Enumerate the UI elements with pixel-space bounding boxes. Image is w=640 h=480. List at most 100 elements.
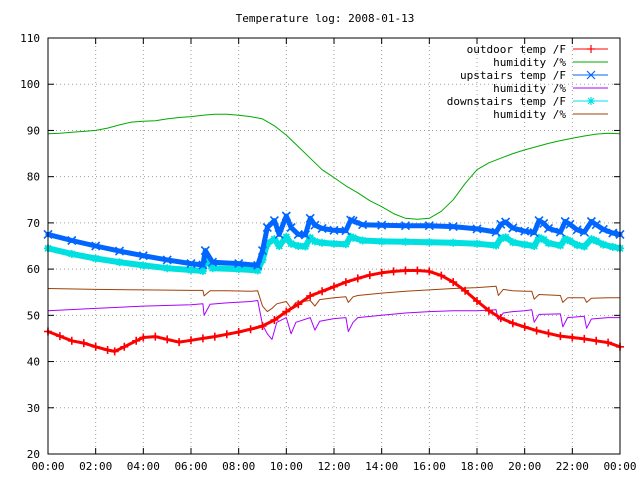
data-point: [449, 238, 458, 247]
data-point: [330, 239, 338, 248]
data-point: [67, 249, 76, 258]
data-point: [349, 233, 358, 242]
data-point: [353, 274, 362, 283]
data-point: [580, 334, 589, 343]
data-point: [424, 221, 434, 231]
x-tick-label: 22:00: [556, 460, 589, 473]
data-point: [115, 258, 124, 267]
data-point: [139, 333, 148, 342]
x-tick-label: 04:00: [127, 460, 160, 473]
data-point: [520, 322, 529, 331]
data-point: [389, 267, 398, 276]
series-3: [47, 300, 621, 340]
data-point: [586, 216, 596, 227]
data-point: [55, 332, 64, 341]
data-point: [208, 264, 217, 273]
data-point: [300, 230, 310, 240]
series-line: [47, 113, 621, 220]
data-point: [508, 238, 517, 247]
data-point: [210, 332, 219, 341]
series-2: [43, 211, 625, 270]
legend-label: humidity /%: [493, 82, 566, 95]
data-point: [473, 239, 481, 248]
data-point: [572, 225, 582, 235]
data-point: [544, 329, 553, 338]
data-point: [579, 227, 589, 237]
data-point: [269, 216, 279, 226]
x-tick-label: 00:00: [603, 460, 636, 473]
data-point: [508, 319, 517, 328]
data-point: [200, 246, 210, 256]
x-tick-label: 20:00: [508, 460, 541, 473]
data-point: [580, 242, 589, 251]
data-point: [162, 255, 172, 265]
data-point: [401, 237, 410, 246]
legend-marker: [586, 70, 596, 80]
y-tick-label: 70: [27, 217, 40, 230]
data-point: [539, 235, 548, 244]
x-tick-label: 02:00: [79, 460, 112, 473]
chart-title: Temperature log: 2008-01-13: [236, 12, 415, 25]
data-point: [599, 240, 608, 249]
data-point: [286, 222, 296, 233]
legend-label: outdoor temp /F: [467, 43, 566, 56]
x-tick-label: 12:00: [317, 460, 350, 473]
data-point: [120, 342, 129, 351]
data-point: [565, 219, 575, 229]
data-point: [258, 322, 267, 330]
data-point: [91, 254, 100, 263]
legend-entry: downstairs temp /F: [447, 95, 608, 108]
data-point: [529, 228, 539, 238]
data-point: [496, 219, 506, 229]
series-4: [44, 232, 624, 275]
series-line: [47, 300, 621, 340]
y-tick-label: 50: [27, 309, 40, 322]
y-tick-label: 20: [27, 448, 40, 461]
data-point: [310, 220, 320, 230]
x-tick-label: 06:00: [174, 460, 207, 473]
data-point: [163, 335, 172, 344]
data-point: [491, 227, 501, 237]
y-tick-label: 40: [27, 356, 40, 369]
data-point: [306, 291, 315, 300]
data-point: [377, 237, 386, 246]
data-point: [461, 286, 470, 295]
data-point: [175, 338, 184, 347]
x-tick-label: 00:00: [31, 460, 64, 473]
data-point: [534, 216, 544, 226]
data-point: [234, 328, 243, 336]
data-point: [163, 264, 172, 273]
data-point: [198, 334, 207, 343]
data-point: [262, 222, 272, 233]
data-point: [198, 260, 208, 270]
data-point: [287, 239, 296, 248]
data-point: [305, 213, 315, 223]
data-point: [608, 228, 618, 238]
data-point: [573, 241, 582, 250]
legend-label: upstairs temp /F: [460, 69, 566, 82]
data-point: [187, 336, 195, 345]
data-point: [234, 265, 243, 274]
data-point: [270, 235, 279, 244]
data-point: [535, 233, 543, 242]
legend-entry: humidity /%: [493, 82, 608, 95]
legend-entry: humidity /%: [493, 56, 608, 69]
data-point: [358, 220, 368, 230]
data-point: [114, 246, 125, 256]
data-point: [496, 234, 505, 243]
data-point: [139, 261, 148, 270]
data-point: [275, 242, 284, 250]
data-point: [253, 260, 263, 270]
data-point: [532, 326, 541, 335]
data-point: [400, 221, 411, 231]
data-point: [592, 336, 601, 345]
legend-entry: upstairs temp /F: [460, 69, 608, 82]
data-point: [501, 217, 511, 227]
data-point: [110, 347, 119, 356]
data-point: [520, 226, 530, 236]
data-point: [543, 223, 554, 233]
data-point: [138, 251, 148, 261]
data-point: [282, 307, 291, 316]
data-point: [253, 266, 262, 275]
